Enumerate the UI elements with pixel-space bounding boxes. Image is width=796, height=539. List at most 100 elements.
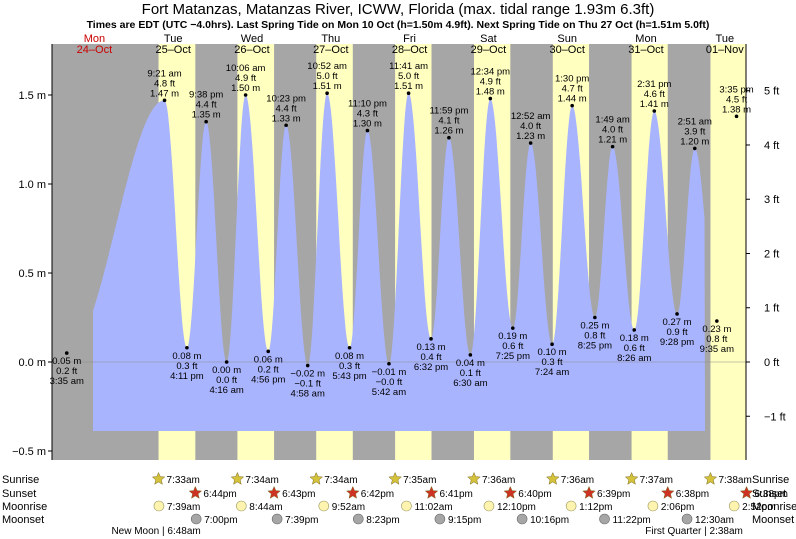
low-tide-label: 6:32 pm — [414, 362, 448, 373]
low-tide-label: 0.2 ft — [56, 366, 77, 377]
low-tide-label: 0.3 ft — [339, 361, 360, 372]
tide-point — [284, 123, 288, 128]
high-tide-label: 1.20 m — [680, 136, 709, 147]
low-tide-label: 0.04 m — [456, 358, 485, 369]
row-label-moonrise-right: Moonrise — [752, 501, 796, 513]
low-tide-label: 8:26 am — [617, 353, 651, 364]
day-weekday: Mon — [635, 33, 656, 45]
daylight-band — [710, 44, 746, 460]
high-tide-label: 12:52 am — [511, 111, 551, 122]
high-tide-label: 4.8 ft — [154, 78, 175, 89]
sunset-time: 6:38pm — [755, 489, 788, 500]
tide-point — [429, 337, 433, 341]
low-tide-label: 0.4 ft — [420, 352, 441, 363]
low-tide-label: 0.18 m — [620, 333, 649, 344]
high-tide-label: 1:49 am — [595, 115, 629, 126]
high-tide-label: 2:31 pm — [637, 79, 671, 90]
sunrise-time: 7:34am — [324, 475, 357, 486]
day-weekday: Tue — [164, 33, 183, 45]
tide-point — [692, 146, 697, 151]
low-tide-label: 0.1 ft — [460, 368, 481, 379]
tide-point — [347, 345, 352, 350]
sunrise-icon — [309, 471, 324, 485]
tide-point — [675, 312, 679, 316]
tide-point — [162, 98, 167, 103]
high-tide-label: 11:41 am — [389, 61, 428, 72]
high-tide-label: 3:35 pm — [719, 84, 753, 95]
low-tide-label: 9:35 am — [700, 344, 734, 355]
moonrise-icon — [235, 500, 247, 512]
low-tide-label: −0.1 ft — [294, 379, 321, 390]
moonrise-time: 8:44am — [249, 502, 282, 513]
tide-point — [305, 363, 310, 368]
left-axis-tick-label: −0.5 m — [12, 446, 46, 458]
sunrise-time: 7:33am — [167, 475, 200, 486]
sunset-icon — [582, 485, 596, 499]
low-tide-label: 0.23 m — [702, 324, 731, 335]
left-axis-meters: 1.5 m 1.0 m 0.5 m 0.0 m −0.5 m — [12, 44, 53, 460]
day-weekday: Wed — [241, 33, 263, 45]
right-axis-feet: 5 ft 4 ft 3 ft 2 ft 1 ft 0 ft −1 ft — [745, 44, 786, 460]
sunrise-icon — [388, 471, 402, 485]
low-tide-label: 0.2 ft — [258, 364, 279, 375]
high-tide-label: 1.38 m — [722, 104, 751, 115]
tide-point — [447, 135, 451, 140]
sunrise-time: 7:37am — [640, 475, 673, 486]
high-tide-label: 1.33 m — [272, 113, 301, 124]
tide-point — [570, 103, 574, 108]
sunrise-icon — [151, 471, 166, 485]
row-label-moonrise-left: Moonrise — [2, 501, 47, 513]
day-weekday: Sun — [557, 33, 577, 45]
moonset-icon — [516, 513, 528, 525]
tide-point — [224, 360, 229, 364]
moonset-icon — [434, 513, 446, 525]
sunrise-icon — [624, 471, 639, 485]
low-tide-label: 5:43 pm — [332, 371, 366, 382]
day-date: 27–Oct — [313, 44, 348, 56]
moonset-time: 12:30am — [695, 515, 734, 526]
day-date: 29–Oct — [471, 44, 506, 56]
low-tide-label: 0.10 m — [538, 347, 567, 358]
tide-point — [610, 144, 615, 149]
sunset-icon — [660, 485, 675, 499]
low-tide-label: 0.3 ft — [176, 361, 197, 372]
low-tide-label: 0.6 ft — [502, 341, 523, 352]
day-weekday: Sat — [480, 33, 497, 45]
sunset-time: 6:42pm — [361, 489, 394, 500]
low-tide-label: 7:25 pm — [496, 351, 530, 362]
high-tide-label: 10:06 am — [226, 63, 266, 74]
high-tide-label: 1.23 m — [516, 131, 545, 142]
day-date: 26–Oct — [234, 44, 269, 56]
moonrise-time: 7:39am — [167, 502, 200, 513]
moonrise-icon — [153, 500, 165, 512]
chart-header: Fort Matanzas, Matanzas River, ICWW, Flo… — [87, 1, 710, 31]
sunset-time: 6:39pm — [597, 489, 630, 500]
row-label-moonset-left: Moonset — [2, 514, 44, 526]
sunrise-icon — [703, 471, 718, 485]
low-tide-label: 0.25 m — [580, 321, 609, 332]
left-axis-tick-label: 0.5 m — [18, 268, 46, 280]
moonset-time: 7:00pm — [204, 515, 237, 526]
low-tide-label: 0.6 ft — [624, 343, 645, 354]
sunrise-icon — [467, 471, 481, 485]
moonset-time: 8:23pm — [366, 515, 399, 526]
tide-point — [511, 326, 515, 330]
moonset-time: 7:39pm — [285, 515, 318, 526]
sunrise-icon — [230, 471, 245, 485]
moonrise-time: 1:12pm — [579, 502, 612, 513]
moonset-icon — [353, 513, 364, 525]
low-tide-label: 5:42 am — [372, 387, 406, 398]
day-date: 01–Nov — [706, 44, 744, 56]
low-tide-label: −0.0 ft — [376, 377, 403, 388]
low-tide-label: 9:28 pm — [660, 337, 694, 348]
moonrise-time: 11:02am — [414, 502, 452, 513]
right-axis-tick-label: 2 ft — [764, 248, 779, 260]
row-label-moonset-right: Moonset — [752, 514, 794, 526]
chart-subtitle: Times are EDT (UTC −4.0hrs). Last Spring… — [87, 19, 710, 31]
right-axis-tick-label: 3 ft — [764, 194, 779, 206]
tide-point — [204, 119, 208, 124]
high-tide-label: 3.9 ft — [684, 126, 705, 137]
sunset-icon — [345, 485, 360, 499]
moonrise-time: 9:52am — [332, 502, 365, 513]
